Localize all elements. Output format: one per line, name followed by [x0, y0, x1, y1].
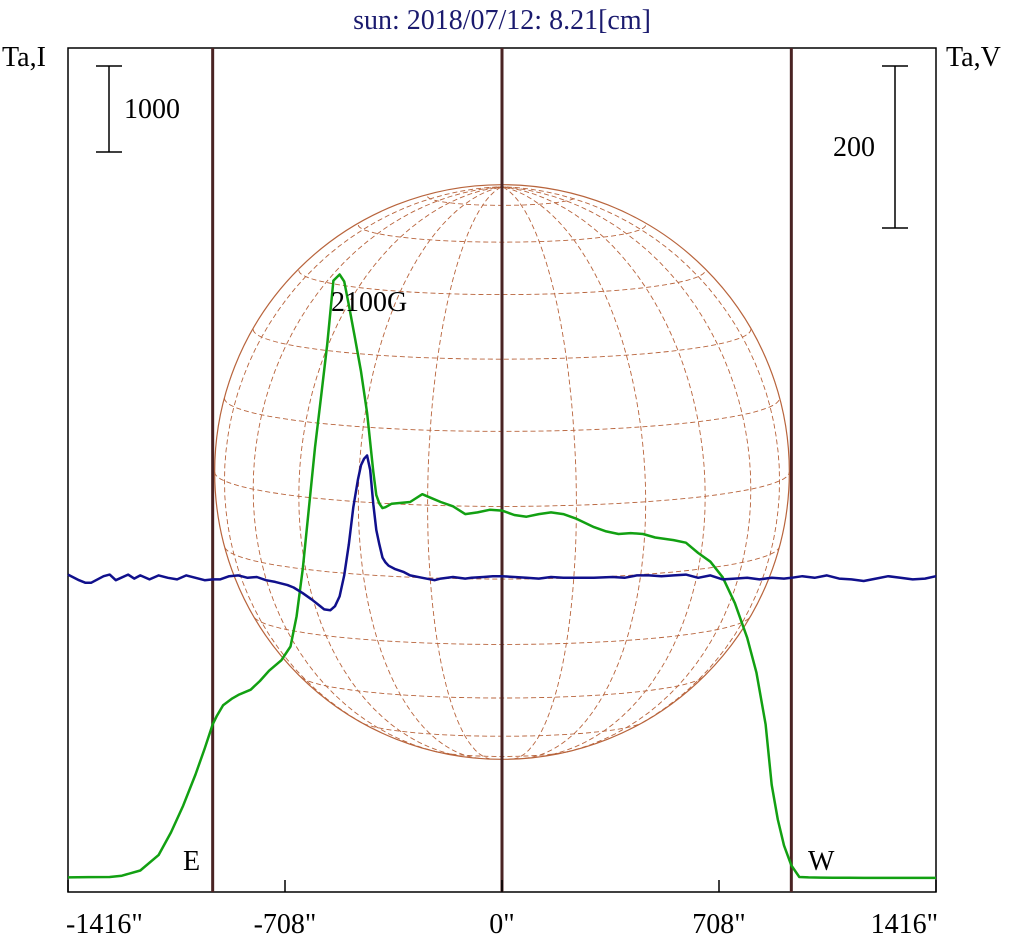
longitude-line — [501, 186, 752, 753]
x-axis-ticks: -1416" -708" 0" 708" 1416" — [66, 880, 938, 940]
longitude-line — [224, 186, 503, 731]
data-series — [67, 273, 937, 880]
longitude-line — [357, 186, 503, 759]
x-tick-label: 0" — [489, 909, 514, 940]
east-limb-label: E — [183, 846, 200, 877]
scale-bar-right: 200 — [833, 65, 908, 229]
field-strength-annotation: 2100G — [331, 287, 407, 318]
chart-title: sun: 2018/07/12: 8.21[cm] — [353, 5, 651, 36]
longitude-line — [298, 186, 503, 757]
right-axis-label: Ta,V — [946, 42, 1001, 73]
stokes-v-line — [67, 454, 937, 612]
scale-bar-right-label: 200 — [833, 132, 875, 163]
left-axis-label: Ta,I — [2, 42, 46, 73]
x-tick-label: 1416" — [871, 909, 938, 940]
stokes-i-line — [67, 273, 936, 880]
longitude-line — [252, 186, 503, 753]
limb-lines — [211, 48, 793, 892]
scale-bar-left: 1000 — [96, 65, 180, 153]
scale-bar-left-label: 1000 — [124, 94, 180, 125]
x-tick-label: 708" — [692, 909, 745, 940]
longitude-line — [501, 186, 706, 757]
x-tick-label: -1416" — [66, 909, 143, 940]
x-tick-label: -708" — [254, 909, 317, 940]
west-limb-label: W — [808, 846, 835, 877]
longitude-line — [501, 186, 780, 731]
longitude-line — [501, 186, 647, 759]
